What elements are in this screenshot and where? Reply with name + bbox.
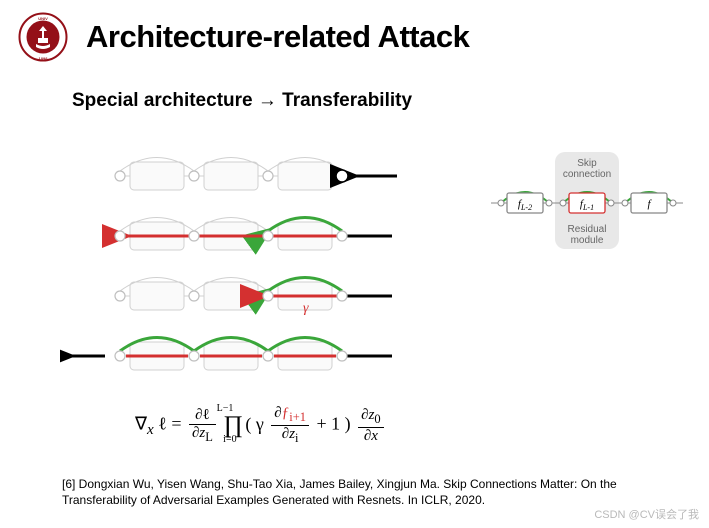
svg-text:connection: connection: [563, 169, 611, 180]
citation: [6] Dongxian Wu, Yisen Wang, Shu-Tao Xia…: [62, 476, 669, 508]
watermark: CSDN @CV误会了我: [594, 506, 699, 522]
svg-text:1898: 1898: [39, 56, 49, 61]
svg-text:Residual: Residual: [568, 224, 607, 235]
svg-text:UNIV: UNIV: [38, 16, 48, 21]
skip-connection-diagram: SkipconnectionResidualmodulefL-2fL-1f: [487, 148, 687, 253]
page-title: Architecture-related Attack: [86, 19, 469, 55]
svg-text:γ: γ: [303, 301, 309, 316]
university-logo-icon: UNIV 1898: [18, 12, 68, 62]
header: UNIV 1898 Architecture-related Attack: [0, 0, 709, 62]
svg-text:Skip: Skip: [577, 158, 597, 169]
gradient-formula: ∇x ℓ = ∂ℓ∂zL ∏i=0L−1( γ ∂ƒi+1∂zi + 1 ) ∂…: [135, 405, 387, 446]
architecture-diagram: γ: [60, 150, 400, 410]
subtitle: Special architecture → Transferability: [72, 90, 709, 112]
svg-text:module: module: [571, 235, 604, 246]
